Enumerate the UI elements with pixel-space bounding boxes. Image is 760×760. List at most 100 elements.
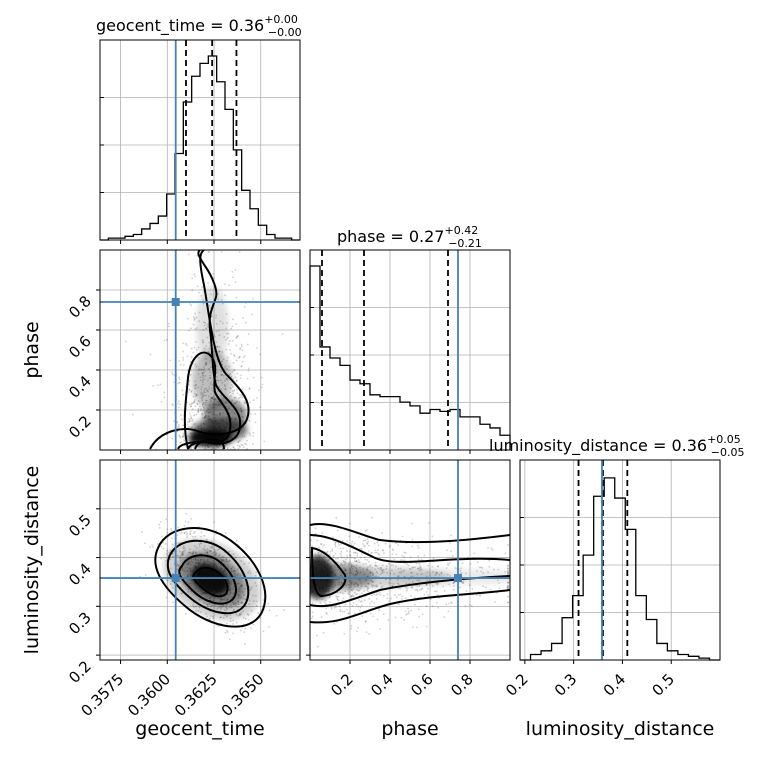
sample-point (252, 376, 255, 379)
sample-point (259, 353, 261, 356)
sample-point (404, 597, 407, 600)
sample-point (374, 564, 377, 567)
sample-point (170, 527, 173, 530)
sample-point (239, 393, 241, 396)
sample-point (334, 552, 337, 555)
panel-content (310, 460, 510, 660)
sample-point (190, 405, 192, 408)
sample-point (231, 385, 234, 388)
sample-point (351, 604, 354, 607)
sample-point (182, 350, 185, 353)
sample-point (186, 423, 189, 426)
sample-point (207, 251, 210, 253)
sample-point (414, 589, 417, 591)
sample-point (394, 594, 396, 597)
sample-point (412, 626, 414, 629)
sample-point (459, 586, 461, 589)
sample-point (366, 588, 368, 591)
sample-point (431, 585, 434, 587)
sample-point (186, 317, 189, 320)
sample-point (365, 631, 368, 633)
y-tick-label: 0.8 (65, 292, 95, 322)
sample-point (240, 345, 243, 347)
sample-point (416, 585, 419, 587)
sample-point (388, 600, 390, 602)
sample-point (234, 269, 237, 271)
panel-frame (309, 459, 511, 661)
panel-frame (519, 459, 721, 661)
sample-point (407, 610, 410, 613)
sample-point (230, 352, 233, 355)
sample-point (240, 443, 243, 446)
sample-point (179, 441, 182, 444)
sample-point (344, 558, 347, 561)
y-tick-label: 0.5 (65, 511, 95, 541)
sample-point (340, 543, 342, 546)
sample-point (196, 402, 199, 405)
sample-point (166, 338, 168, 341)
sample-point (490, 547, 493, 550)
sample-point (242, 616, 245, 619)
sample-point (373, 542, 376, 545)
sample-point (185, 533, 188, 536)
sample-point (228, 340, 231, 342)
sample-point (404, 586, 407, 589)
sample-point (163, 391, 166, 394)
sample-point (333, 622, 336, 625)
sample-point (171, 403, 174, 406)
sample-point (377, 549, 380, 552)
panel-luminosity-distance-histogram (519, 459, 721, 664)
histogram-step (100, 55, 300, 241)
sample-point (163, 396, 166, 399)
sample-point (358, 599, 360, 601)
sample-point (213, 521, 216, 523)
title-phase: phase = 0.27+0.42 −0.21 (337, 224, 482, 250)
sample-point (416, 590, 419, 592)
sample-point (362, 543, 364, 545)
sample-point (344, 590, 347, 593)
sample-point (256, 346, 258, 349)
sample-point (188, 420, 191, 423)
sample-point (343, 610, 346, 613)
sample-point (248, 419, 251, 422)
x-tick-label: 0.6 (407, 670, 437, 700)
sample-point (347, 592, 350, 595)
sample-point (352, 594, 354, 597)
sample-point (189, 420, 191, 423)
sample-point (349, 561, 352, 564)
sample-point (332, 536, 334, 539)
sample-point (248, 387, 251, 390)
sample-point (337, 542, 340, 544)
sample-point (420, 588, 423, 591)
sample-point (348, 522, 351, 525)
contour-line (154, 527, 267, 628)
sample-point (185, 512, 188, 515)
sample-point (351, 595, 353, 597)
sample-point (507, 564, 509, 567)
sample-point (166, 528, 169, 531)
sample-point (418, 584, 421, 587)
sample-point (254, 421, 257, 424)
sample-point (180, 441, 182, 444)
sample-point (349, 556, 351, 559)
sample-point (246, 343, 249, 346)
sample-point (252, 443, 254, 445)
x-tick-label: 0.3625 (171, 670, 221, 720)
sample-point (242, 446, 245, 449)
sample-point (125, 340, 127, 343)
sample-point (211, 447, 214, 450)
sample-point (415, 626, 418, 629)
sample-point (236, 372, 239, 375)
sample-point (407, 607, 410, 610)
sample-point (326, 550, 329, 553)
contour-line (310, 534, 510, 563)
sample-point (171, 437, 174, 440)
sample-point (403, 551, 406, 554)
sample-point (413, 596, 416, 599)
sample-point (507, 565, 509, 568)
sample-point (479, 594, 482, 597)
sample-point (334, 543, 336, 546)
sample-point (224, 532, 227, 535)
sample-point (248, 387, 251, 390)
